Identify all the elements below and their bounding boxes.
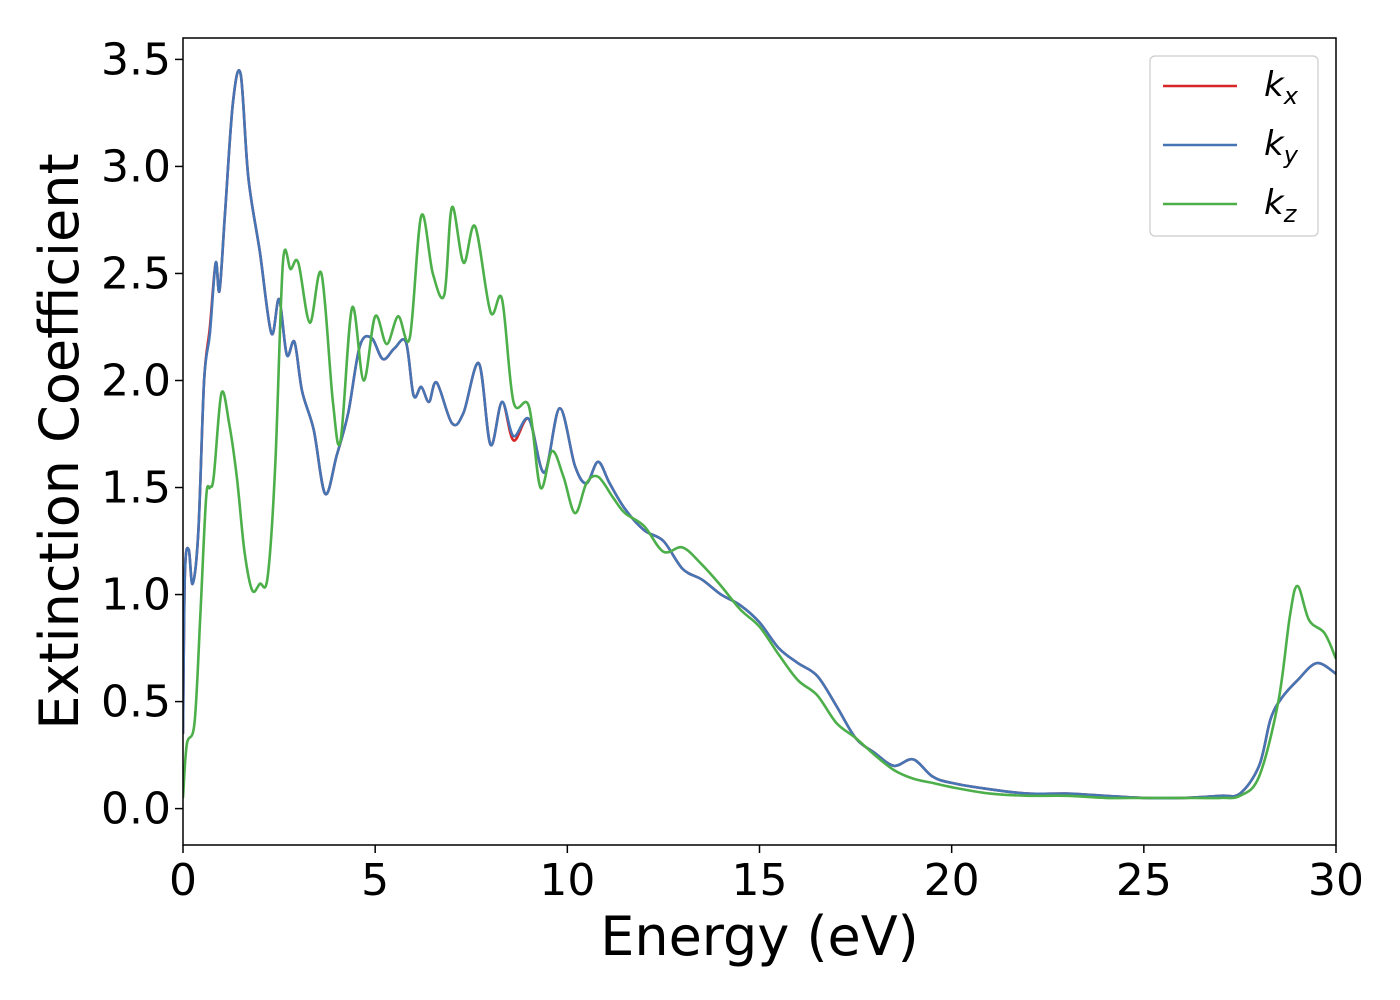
x-axis: 0 5 10 15 20 25 30 [169, 845, 1364, 906]
legend-label-y: ky [1264, 124, 1299, 169]
y-tick-label: 0.5 [101, 677, 171, 728]
y-tick-label: 0.0 [101, 784, 171, 835]
x-tick-label: 20 [924, 855, 980, 906]
x-tick-label: 15 [732, 855, 788, 906]
y-tick-label: 2.0 [101, 355, 171, 406]
y-tick-label: 3.5 [101, 34, 171, 85]
legend: kx ky kz [1149, 55, 1319, 237]
y-axis: 0.0 0.5 1.0 1.5 2.0 2.5 3.0 3.5 [101, 34, 183, 835]
y-axis-label: Extinction Coefficient [28, 153, 91, 729]
series-line-y [183, 69, 1336, 800]
y-tick-label: 1.5 [101, 463, 171, 514]
y-tick-label: 2.5 [101, 248, 171, 299]
x-tick-label: 10 [539, 855, 595, 906]
series-line-z [183, 205, 1336, 800]
x-tick-label: 0 [169, 855, 197, 906]
x-tick-label: 5 [361, 855, 389, 906]
legend-label-z: kz [1264, 183, 1298, 228]
y-tick-label: 1.0 [101, 570, 171, 621]
x-tick-label: 25 [1116, 855, 1172, 906]
x-axis-label: Energy (eV) [600, 905, 919, 968]
x-tick-label: 30 [1308, 855, 1364, 906]
legend-label-x: kx [1264, 65, 1299, 110]
series-layer [183, 69, 1336, 800]
y-tick-label: 3.0 [101, 141, 171, 192]
